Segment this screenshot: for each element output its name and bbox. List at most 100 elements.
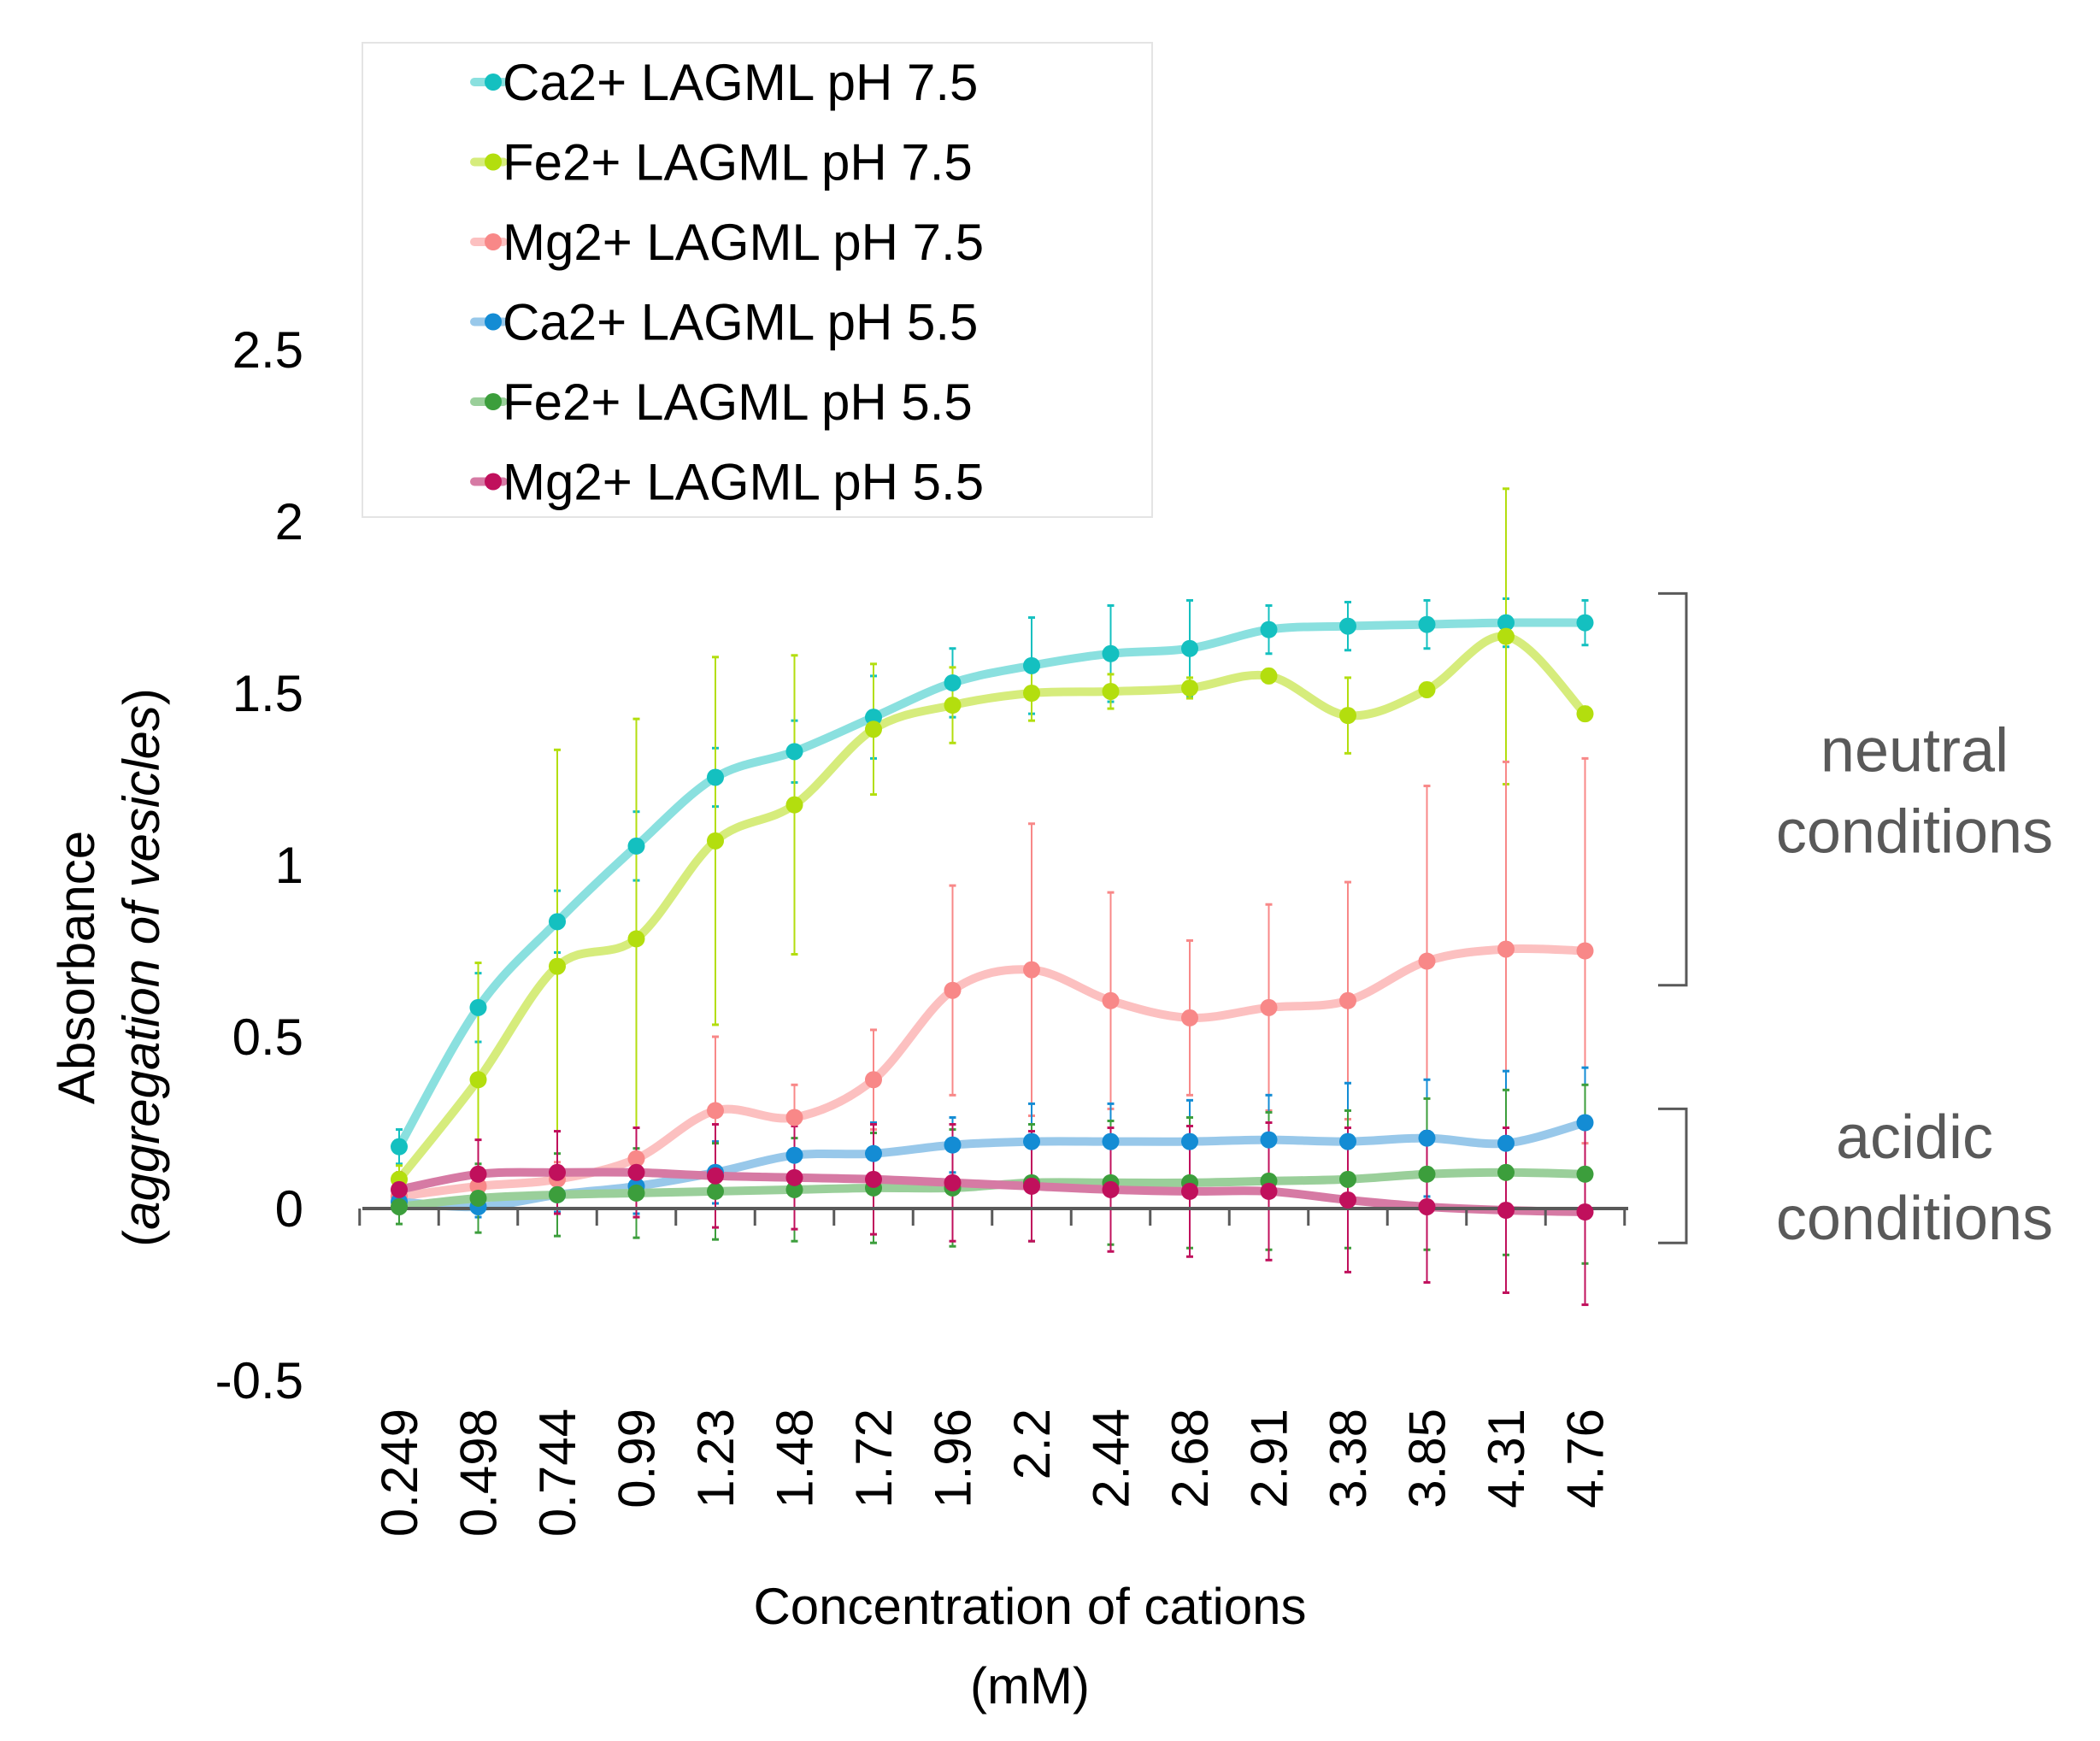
annotation-bracket xyxy=(1658,591,1688,987)
data-point-fe2-lagml-ph-5-5 xyxy=(785,1180,803,1198)
data-point-ca2-lagml-ph-7-5 xyxy=(707,768,724,786)
x-tick-label: 1.23 xyxy=(687,1409,744,1509)
annotation-label: neutral conditions xyxy=(1776,717,2053,867)
x-tick-label: 2.68 xyxy=(1162,1409,1219,1509)
legend-marker xyxy=(485,393,502,410)
legend-marker xyxy=(485,233,502,250)
data-point-ca2-lagml-ph-7-5 xyxy=(549,913,566,931)
axes xyxy=(358,1207,1628,1226)
data-point-fe2-lagml-ph-5-5 xyxy=(1497,1163,1515,1181)
data-point-mg2-lagml-ph-7-5 xyxy=(785,1109,803,1126)
legend-label: Ca2+ LAGML pH 5.5 xyxy=(503,294,978,351)
data-point-mg2-lagml-ph-5-5 xyxy=(391,1180,408,1198)
x-tick-label: 0.498 xyxy=(450,1409,508,1537)
x-axis-title: Concentration of cations (mM) xyxy=(753,1578,1306,1715)
data-point-fe2-lagml-ph-7-5 xyxy=(1260,667,1278,685)
data-point-ca2-lagml-ph-5-5 xyxy=(785,1146,803,1164)
data-point-mg2-lagml-ph-7-5 xyxy=(1418,952,1436,970)
data-point-fe2-lagml-ph-7-5 xyxy=(865,721,882,738)
data-point-ca2-lagml-ph-7-5 xyxy=(1102,644,1120,662)
data-point-mg2-lagml-ph-5-5 xyxy=(1023,1177,1040,1195)
data-point-mg2-lagml-ph-5-5 xyxy=(944,1173,962,1191)
data-point-mg2-lagml-ph-5-5 xyxy=(1497,1202,1515,1220)
data-point-mg2-lagml-ph-7-5 xyxy=(1339,991,1356,1009)
data-point-fe2-lagml-ph-7-5 xyxy=(1181,679,1198,697)
annotation-label-line: conditions xyxy=(1776,1185,2053,1253)
y-tick-labels: 2.5 2 1.5 1 0.5 0 -0.5 xyxy=(215,321,303,1409)
data-point-mg2-lagml-ph-7-5 xyxy=(627,1150,645,1168)
x-tick-label: 3.38 xyxy=(1320,1409,1377,1509)
data-point-ca2-lagml-ph-5-5 xyxy=(1181,1132,1198,1150)
data-point-ca2-lagml-ph-7-5 xyxy=(1181,639,1198,657)
data-point-ca2-lagml-ph-5-5 xyxy=(865,1144,882,1162)
data-point-fe2-lagml-ph-7-5 xyxy=(549,957,566,975)
legend: Ca2+ LAGML pH 7.5 Fe2+ LAGML pH 7.5 Mg2+ L… xyxy=(470,54,984,511)
x-axis-title-line-1: Concentration of cations xyxy=(753,1578,1306,1635)
y-tick-label: 1 xyxy=(275,837,303,894)
legend-marker xyxy=(485,153,502,171)
data-point-ca2-lagml-ph-7-5 xyxy=(1576,614,1594,632)
data-point-ca2-lagml-ph-7-5 xyxy=(944,673,962,691)
data-point-ca2-lagml-ph-5-5 xyxy=(1497,1134,1515,1152)
data-point-fe2-lagml-ph-7-5 xyxy=(1418,680,1436,698)
data-point-mg2-lagml-ph-5-5 xyxy=(707,1167,724,1185)
x-tick-label: 1.72 xyxy=(845,1409,903,1509)
legend-item-ca2-lagml-ph-5-5: Ca2+ LAGML pH 5.5 xyxy=(470,294,978,351)
data-point-ca2-lagml-ph-7-5 xyxy=(1339,617,1356,635)
data-point-ca2-lagml-ph-7-5 xyxy=(1497,614,1515,632)
data-point-ca2-lagml-ph-5-5 xyxy=(1418,1129,1436,1147)
data-point-mg2-lagml-ph-7-5 xyxy=(469,1177,487,1195)
annotation-label: acidic conditions xyxy=(1776,1103,2053,1253)
data-point-mg2-lagml-ph-5-5 xyxy=(1339,1191,1356,1209)
data-point-fe2-lagml-ph-5-5 xyxy=(1418,1165,1436,1183)
data-point-fe2-lagml-ph-7-5 xyxy=(1023,685,1040,702)
data-point-mg2-lagml-ph-5-5 xyxy=(469,1165,487,1183)
legend-item-mg2-lagml-ph-5-5: Mg2+ LAGML pH 5.5 xyxy=(470,454,984,511)
data-point-fe2-lagml-ph-7-5 xyxy=(627,930,645,948)
legend-item-mg2-lagml-ph-7-5: Mg2+ LAGML pH 7.5 xyxy=(470,214,984,271)
data-point-ca2-lagml-ph-5-5 xyxy=(1339,1132,1356,1150)
data-point-fe2-lagml-ph-5-5 xyxy=(469,1189,487,1207)
data-point-mg2-lagml-ph-5-5 xyxy=(549,1163,566,1181)
data-point-ca2-lagml-ph-7-5 xyxy=(785,743,803,761)
data-point-ca2-lagml-ph-7-5 xyxy=(391,1138,408,1156)
annotation-bracket xyxy=(1658,1107,1688,1244)
data-point-mg2-lagml-ph-5-5 xyxy=(627,1163,645,1181)
data-point-mg2-lagml-ph-7-5 xyxy=(1576,942,1594,960)
data-point-mg2-lagml-ph-5-5 xyxy=(1576,1203,1594,1221)
x-tick-label: 0.249 xyxy=(371,1409,428,1537)
series-markers xyxy=(391,614,1594,1221)
series-line-mg2-lagml-ph-5-5 xyxy=(395,1168,1590,1216)
data-point-mg2-lagml-ph-7-5 xyxy=(1181,1009,1198,1026)
data-point-mg2-lagml-ph-5-5 xyxy=(785,1168,803,1186)
data-point-mg2-lagml-ph-5-5 xyxy=(1418,1197,1436,1215)
data-point-mg2-lagml-ph-7-5 xyxy=(944,981,962,999)
data-point-mg2-lagml-ph-5-5 xyxy=(865,1170,882,1188)
series-line-mg2-lagml-ph-7-5 xyxy=(395,944,1590,1201)
y-tick-label: -0.5 xyxy=(215,1352,303,1409)
legend-item-fe2-lagml-ph-5-5: Fe2+ LAGML pH 5.5 xyxy=(470,373,973,431)
legend-marker xyxy=(485,313,502,331)
data-point-fe2-lagml-ph-7-5 xyxy=(707,832,724,850)
x-tick-label: 3.85 xyxy=(1399,1409,1456,1509)
x-tick-labels: 0.249 0.498 0.744 0.99 1.23 1.48 1.72 1.96 2.2 2.… xyxy=(371,1409,1615,1537)
data-point-fe2-lagml-ph-7-5 xyxy=(1576,705,1594,723)
legend-marker xyxy=(485,473,502,491)
x-tick-label: 2.44 xyxy=(1083,1409,1140,1509)
data-point-fe2-lagml-ph-5-5 xyxy=(391,1197,408,1215)
data-point-ca2-lagml-ph-5-5 xyxy=(1576,1114,1594,1132)
x-tick-label: 0.744 xyxy=(529,1409,586,1537)
x-tick-label: 4.31 xyxy=(1478,1409,1535,1509)
x-tick-label: 2.91 xyxy=(1241,1409,1298,1509)
annotation-label-line: conditions xyxy=(1776,798,2053,867)
data-point-fe2-lagml-ph-7-5 xyxy=(944,697,962,715)
data-point-mg2-lagml-ph-7-5 xyxy=(707,1102,724,1120)
data-point-fe2-lagml-ph-5-5 xyxy=(1339,1170,1356,1188)
legend-box xyxy=(362,42,1153,518)
legend-label: Mg2+ LAGML pH 5.5 xyxy=(503,454,984,511)
legend-marker xyxy=(485,74,502,91)
annotation-acidic: acidic conditions xyxy=(1658,1103,2053,1253)
data-point-ca2-lagml-ph-5-5 xyxy=(944,1136,962,1154)
data-point-ca2-lagml-ph-7-5 xyxy=(627,837,645,855)
data-point-ca2-lagml-ph-7-5 xyxy=(1418,615,1436,633)
